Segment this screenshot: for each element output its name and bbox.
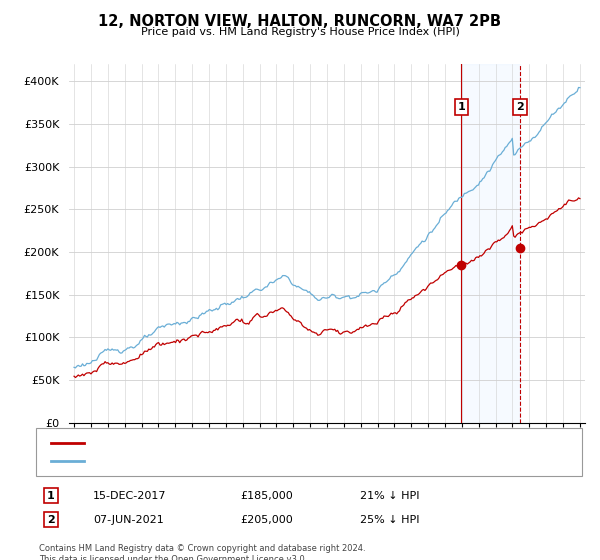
Text: £185,000: £185,000 [240,491,293,501]
Text: 1: 1 [47,491,55,501]
Text: 1: 1 [457,102,465,112]
Text: 21% ↓ HPI: 21% ↓ HPI [360,491,419,501]
Text: HPI: Average price, detached house, Halton: HPI: Average price, detached house, Halt… [90,456,317,466]
Text: 15-DEC-2017: 15-DEC-2017 [93,491,167,501]
Text: Price paid vs. HM Land Registry's House Price Index (HPI): Price paid vs. HM Land Registry's House … [140,27,460,37]
Text: Contains HM Land Registry data © Crown copyright and database right 2024.
This d: Contains HM Land Registry data © Crown c… [39,544,365,560]
Text: 12, NORTON VIEW, HALTON, RUNCORN, WA7 2PB (detached house): 12, NORTON VIEW, HALTON, RUNCORN, WA7 2P… [90,438,440,448]
Text: 12, NORTON VIEW, HALTON, RUNCORN, WA7 2PB: 12, NORTON VIEW, HALTON, RUNCORN, WA7 2P… [98,14,502,29]
Text: 2: 2 [47,515,55,525]
Text: 2: 2 [516,102,524,112]
Text: 25% ↓ HPI: 25% ↓ HPI [360,515,419,525]
Text: 07-JUN-2021: 07-JUN-2021 [93,515,164,525]
Text: £205,000: £205,000 [240,515,293,525]
Bar [461,64,520,423]
